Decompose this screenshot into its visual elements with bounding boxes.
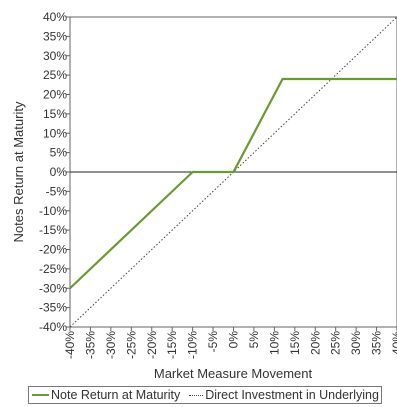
- x-tick-label: 25%: [329, 331, 343, 355]
- y-tick-label: 25%: [43, 68, 67, 82]
- x-tick-label: -40%: [63, 331, 77, 359]
- legend-swatch-direct-investment: [189, 394, 204, 396]
- y-tick-label: -25%: [39, 262, 67, 276]
- x-tick-label: -5%: [206, 331, 220, 353]
- series: [69, 16, 397, 328]
- y-tick-label: 35%: [43, 29, 67, 43]
- y-tick-label: -20%: [39, 243, 67, 257]
- y-tick-label: -5%: [46, 184, 68, 198]
- x-tick-label: 0%: [227, 331, 241, 349]
- y-axis-ticks: 40% 35% 30% 25% 20% 15% 10% 5% 0% -5% -10% -15% -20%…: [39, 10, 70, 334]
- x-tick-label: 20%: [308, 331, 322, 355]
- y-axis-label: Notes Return at Maturity: [11, 101, 26, 242]
- legend-swatch-note-return: [32, 394, 49, 396]
- y-tick-label: 30%: [43, 49, 67, 63]
- x-tick-label: -25%: [124, 331, 138, 359]
- x-tick-label: -15%: [165, 331, 179, 359]
- x-tick-label: 5%: [247, 331, 261, 349]
- legend: Note Return at Maturity Direct Investmen…: [28, 386, 382, 404]
- x-tick-label: -20%: [145, 331, 159, 359]
- x-tick-label: 35%: [370, 331, 384, 355]
- y-tick-label: 0%: [50, 165, 68, 179]
- x-tick-label: 30%: [349, 331, 363, 355]
- y-tick-label: -10%: [39, 204, 67, 218]
- legend-item-direct-investment: Direct Investment in Underlying: [183, 388, 379, 402]
- y-tick-label: -35%: [39, 301, 67, 315]
- y-tick-label: -30%: [39, 281, 67, 295]
- legend-item-note-return: Note Return at Maturity: [32, 388, 180, 402]
- series-line-note-return: [69, 77, 397, 290]
- y-tick-label: 20%: [43, 88, 67, 102]
- y-tick-label: 10%: [43, 126, 67, 140]
- x-tick-label: 15%: [288, 331, 302, 355]
- y-tick-label: -15%: [39, 223, 67, 237]
- x-tick-label: 40%: [390, 331, 397, 355]
- y-tick-label: 40%: [43, 10, 67, 24]
- x-tick-label: 10%: [267, 331, 281, 355]
- legend-label-note-return: Note Return at Maturity: [51, 388, 181, 402]
- y-tick-label: 5%: [50, 146, 68, 160]
- x-axis-ticks: -40% -35% -30% -25% -20% -15% -10% -5% 0% 5% 10% 15…: [63, 327, 397, 359]
- legend-label-direct-investment: Direct Investment in Underlying: [205, 388, 379, 402]
- y-tick-label: -40%: [39, 320, 67, 334]
- y-tick-label: 15%: [43, 107, 67, 121]
- x-axis-label: Market Measure Movement: [154, 366, 313, 381]
- x-tick-label: -30%: [104, 331, 118, 359]
- x-tick-label: -10%: [186, 331, 200, 359]
- x-tick-label: -35%: [83, 331, 97, 359]
